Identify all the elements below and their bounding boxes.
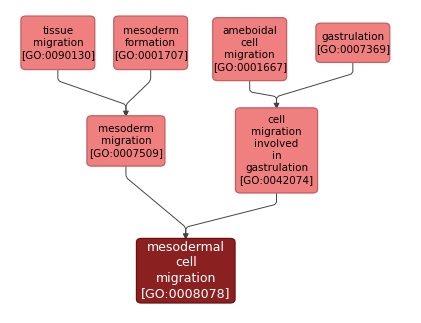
FancyBboxPatch shape bbox=[213, 18, 287, 81]
Text: ameboidal
cell
migration
[GO:0001667]: ameboidal cell migration [GO:0001667] bbox=[213, 26, 287, 72]
Text: mesodermal
cell
migration
[GO:0008078]: mesodermal cell migration [GO:0008078] bbox=[141, 241, 230, 300]
FancyBboxPatch shape bbox=[136, 238, 235, 303]
FancyBboxPatch shape bbox=[316, 23, 390, 62]
Text: tissue
migration
[GO:0090130]: tissue migration [GO:0090130] bbox=[21, 26, 95, 60]
FancyBboxPatch shape bbox=[235, 108, 317, 193]
FancyBboxPatch shape bbox=[87, 116, 165, 166]
FancyBboxPatch shape bbox=[21, 16, 95, 69]
Text: mesoderm
formation
[GO:0001707]: mesoderm formation [GO:0001707] bbox=[114, 26, 188, 60]
Text: cell
migration
involved
in
gastrulation
[GO:0042074]: cell migration involved in gastrulation … bbox=[240, 115, 314, 185]
FancyBboxPatch shape bbox=[114, 16, 188, 69]
Text: mesoderm
migration
[GO:0007509]: mesoderm migration [GO:0007509] bbox=[89, 124, 163, 158]
Text: gastrulation
[GO:0007369]: gastrulation [GO:0007369] bbox=[316, 32, 390, 54]
